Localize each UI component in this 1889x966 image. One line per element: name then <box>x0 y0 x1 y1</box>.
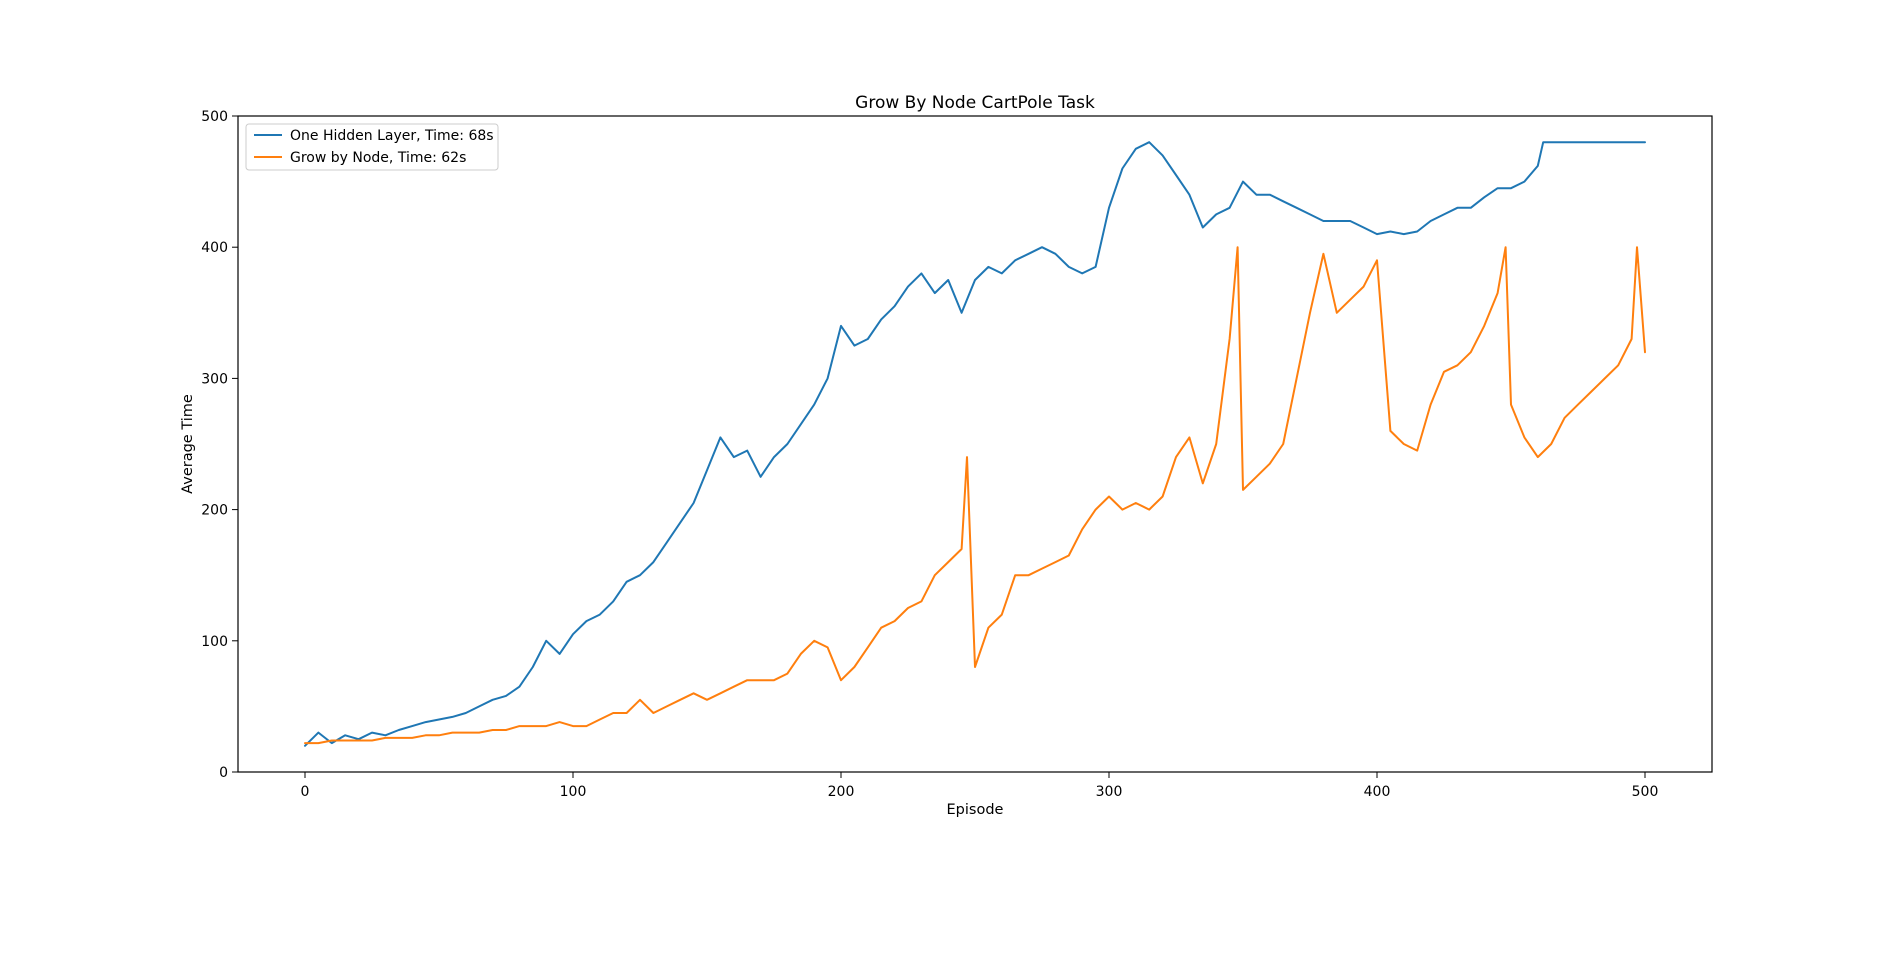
x-tick-label: 400 <box>1364 784 1391 800</box>
x-tick-label: 200 <box>828 784 855 800</box>
x-tick-label: 100 <box>560 784 587 800</box>
legend-label-one-hidden-layer: One Hidden Layer, Time: 68s <box>290 128 494 144</box>
y-tick-label: 500 <box>201 109 228 125</box>
legend: One Hidden Layer, Time: 68s Grow by Node… <box>245 123 499 171</box>
x-axis: 0 100 200 300 400 500 <box>301 772 1659 800</box>
series-line-grow-by-node <box>304 246 1646 745</box>
legend-label-grow-by-node: Grow by Node, Time: 62s <box>290 150 466 166</box>
y-tick-label: 300 <box>201 371 228 387</box>
x-tick-label: 0 <box>301 784 310 800</box>
chart-title: Grow By Node CartPole Task <box>855 93 1095 113</box>
y-axis: 0 100 200 300 400 500 <box>201 109 238 781</box>
series-line-one-hidden-layer <box>304 141 1646 747</box>
y-tick-label: 0 <box>219 765 228 781</box>
x-tick-label: 300 <box>1096 784 1123 800</box>
plot-frame <box>237 115 1713 773</box>
y-tick-label: 400 <box>201 240 228 256</box>
x-axis-label: Episode <box>947 802 1004 818</box>
legend-box <box>245 123 499 171</box>
y-tick-label: 200 <box>201 503 228 519</box>
series-layer <box>304 141 1646 747</box>
y-axis-label: Average Time <box>180 394 196 494</box>
x-tick-label: 500 <box>1632 784 1659 800</box>
y-tick-label: 100 <box>201 634 228 650</box>
